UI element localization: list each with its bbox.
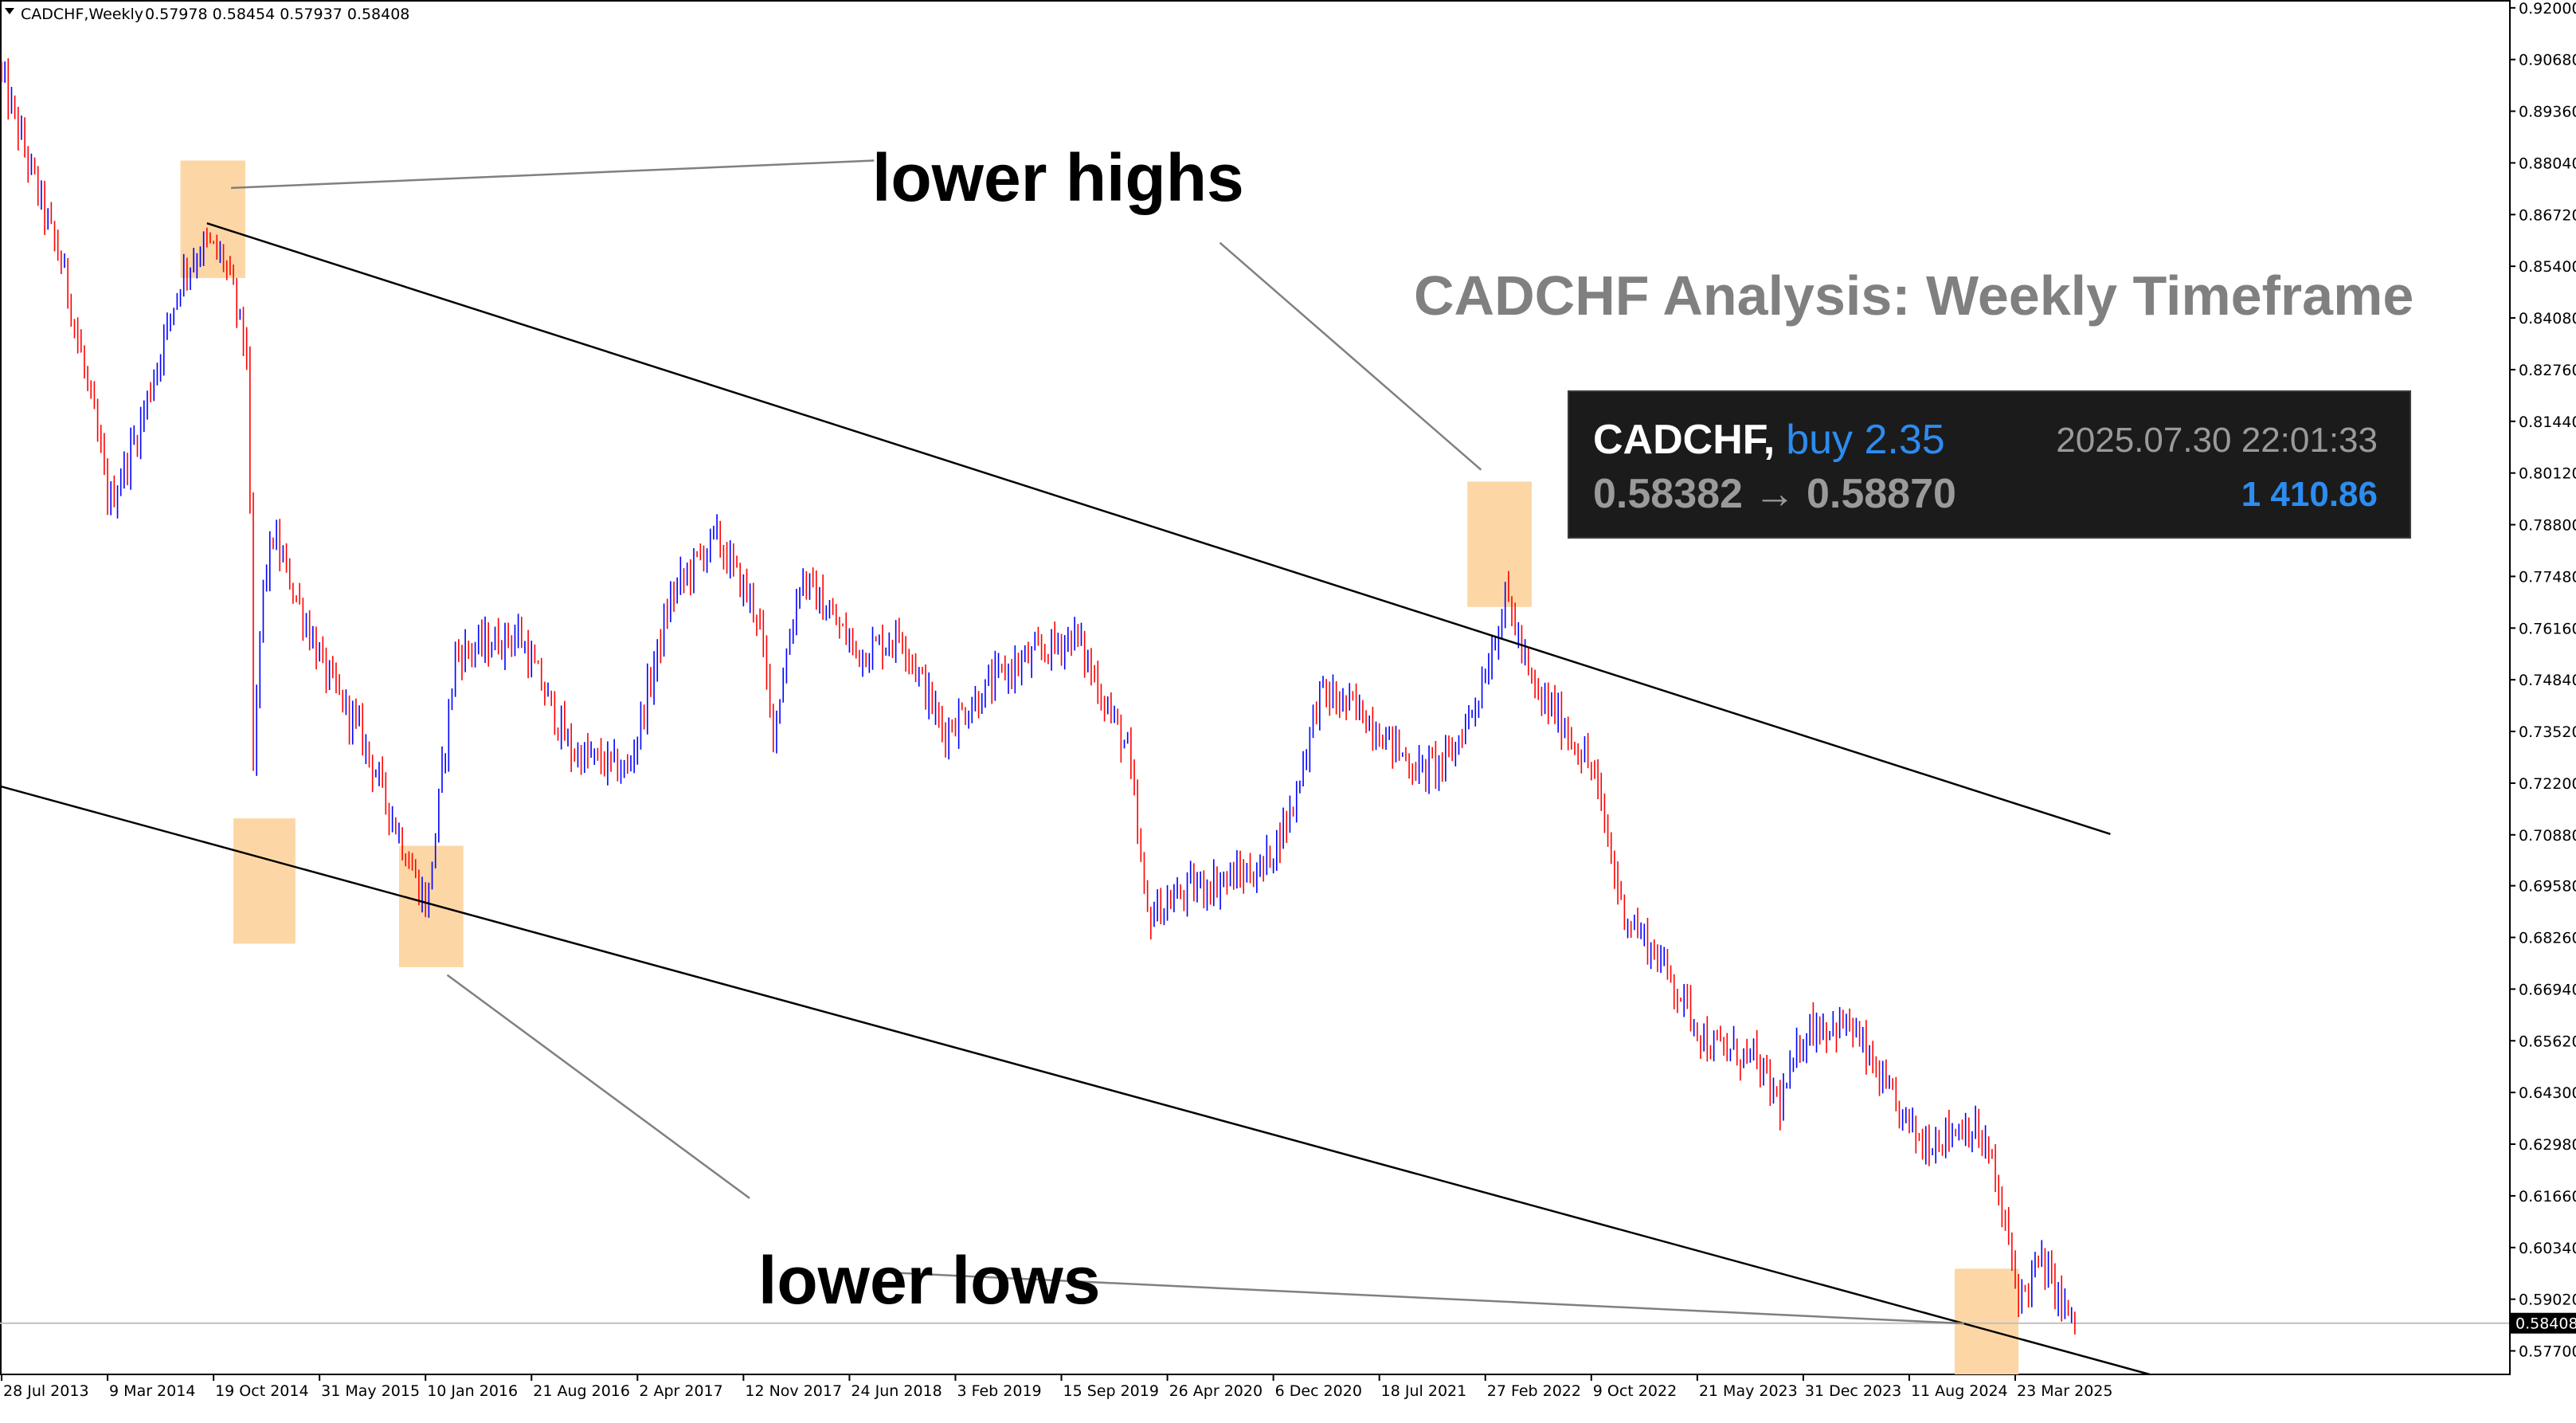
annotation-leaders	[231, 159, 1964, 1325]
lower-highs-label: lower highs	[872, 140, 1244, 215]
y-tick-label: 0.76160	[2519, 620, 2576, 637]
x-tick-label: 10 Jan 2016	[427, 1382, 518, 1400]
leader-line	[1219, 241, 1482, 471]
y-tick-label: 0.90680	[2519, 52, 2576, 69]
symbol-timeframe: CADCHF,Weekly	[21, 6, 143, 23]
y-tick-label: 0.61660	[2519, 1188, 2576, 1205]
x-tick-label: 9 Oct 2022	[1593, 1382, 1677, 1400]
last-price-tag: 0.58408	[2511, 1312, 2576, 1334]
y-tick-label: 0.57700	[2519, 1343, 2576, 1361]
x-tick-label: 19 Oct 2014	[215, 1382, 308, 1400]
x-tick-label: 23 Mar 2025	[2017, 1382, 2112, 1400]
x-tick-label: 21 May 2023	[1699, 1382, 1798, 1400]
y-tick-label: 0.72200	[2519, 775, 2576, 793]
x-tick-label: 31 May 2015	[321, 1382, 420, 1400]
y-tick-label: 0.92000	[2519, 0, 2576, 18]
trade-info-card: CADCHF, buy 2.35 2025.07.30 22:01:33 0.58…	[1568, 390, 2411, 539]
x-axis: 28 Jul 2013 9 Mar 2014 19 Oct 2014 31 May 2…	[1, 1374, 2112, 1400]
y-tick-label: 0.68260	[2519, 930, 2576, 947]
highlight-zone	[1954, 1268, 2019, 1374]
y-tick-label: 0.88040	[2519, 155, 2576, 172]
upper-channel-line	[206, 221, 2111, 835]
y-tick-label: 0.81440	[2519, 414, 2576, 431]
chart-title: CADCHF Analysis: Weekly Timeframe	[1414, 265, 2414, 327]
x-tick-label: 9 Mar 2014	[109, 1382, 195, 1400]
x-tick-label: 11 Aug 2024	[1911, 1382, 2008, 1400]
x-tick-label: 3 Feb 2019	[957, 1382, 1041, 1400]
x-tick-label: 28 Jul 2013	[3, 1382, 89, 1400]
x-tick-label: 21 Aug 2016	[533, 1382, 630, 1400]
trade-timestamp: 2025.07.30 22:01:33	[2056, 421, 2378, 460]
trade-side: buy 2.35	[1786, 417, 1945, 463]
chart-header: CADCHF,Weekly 0.57978 0.58454 0.57937 0.…	[5, 6, 409, 23]
y-tick-label: 0.60340	[2519, 1240, 2576, 1257]
x-tick-label: 15 Sep 2019	[1063, 1382, 1159, 1400]
candles	[1, 58, 2076, 1335]
last-price-label: 0.58408	[2515, 1315, 2576, 1333]
lower-lows-label: lower lows	[758, 1243, 1100, 1318]
open-price: 0.58382	[1593, 471, 1743, 517]
highlight-zone	[1467, 481, 1532, 607]
y-axis: 0.92000 0.90680 0.89360 0.88040 0.86720 0.854…	[2509, 0, 2576, 1361]
y-tick-label: 0.69580	[2519, 878, 2576, 896]
trade-profit: 1 410.86	[2241, 475, 2378, 514]
y-tick-label: 0.65620	[2519, 1033, 2576, 1050]
triangle-down-icon[interactable]	[5, 8, 14, 14]
arrow-right-icon: →	[1753, 471, 1795, 517]
x-tick-label: 26 Apr 2020	[1169, 1382, 1263, 1400]
y-tick-label: 0.59020	[2519, 1292, 2576, 1309]
x-tick-label: 31 Dec 2023	[1805, 1382, 1901, 1400]
y-tick-label: 0.82760	[2519, 362, 2576, 379]
x-tick-label: 18 Jul 2021	[1381, 1382, 1467, 1400]
y-tick-label: 0.66940	[2519, 981, 2576, 998]
highlight-zones	[180, 160, 2019, 1374]
y-tick-label: 0.86720	[2519, 206, 2576, 224]
highlight-zone	[180, 160, 245, 278]
leader-line	[891, 1271, 1964, 1325]
leader-line	[231, 159, 875, 190]
trade-symbol-line: CADCHF, buy 2.35	[1593, 416, 1945, 464]
trade-symbol: CADCHF,	[1593, 417, 1775, 463]
current-price: 0.58870	[1806, 471, 1956, 517]
y-tick-label: 0.73520	[2519, 723, 2576, 741]
x-tick-label: 6 Dec 2020	[1275, 1382, 1362, 1400]
leader-line	[446, 974, 750, 1199]
y-tick-label: 0.62980	[2519, 1136, 2576, 1154]
x-tick-label: 2 Apr 2017	[639, 1382, 722, 1400]
trade-prices: 0.58382 → 0.58870	[1593, 470, 1956, 518]
x-tick-label: 24 Jun 2018	[851, 1382, 942, 1400]
x-tick-label: 12 Nov 2017	[745, 1382, 842, 1400]
y-tick-label: 0.74840	[2519, 672, 2576, 689]
y-tick-label: 0.64300	[2519, 1084, 2576, 1102]
plot-frame	[0, 0, 2511, 1375]
highlight-zone	[233, 818, 296, 944]
y-tick-label: 0.70880	[2519, 827, 2576, 845]
x-tick-label: 27 Feb 2022	[1487, 1382, 1581, 1400]
y-tick-label: 0.78800	[2519, 517, 2576, 535]
y-tick-label: 0.77480	[2519, 568, 2576, 586]
y-tick-label: 0.84080	[2519, 310, 2576, 327]
y-tick-label: 0.89360	[2519, 104, 2576, 121]
y-tick-label: 0.80120	[2519, 465, 2576, 483]
highlight-zone	[398, 845, 464, 967]
lower-channel-line	[0, 785, 2151, 1376]
y-tick-label: 0.85400	[2519, 258, 2576, 276]
ohlc-values: 0.57978 0.58454 0.57937 0.58408	[145, 6, 409, 23]
channel-lines	[0, 221, 2151, 1376]
